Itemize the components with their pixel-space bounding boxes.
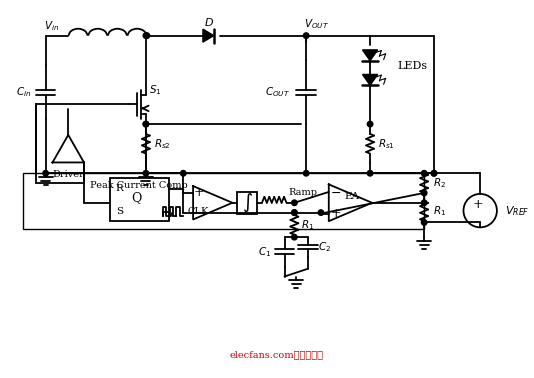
Polygon shape [363,74,378,85]
Text: $R_1$: $R_1$ [301,218,315,232]
Text: $S_1$: $S_1$ [149,83,161,97]
Text: +: + [194,186,205,200]
Circle shape [421,190,427,196]
Circle shape [180,170,186,176]
Circle shape [143,170,148,176]
Text: $R_2$: $R_2$ [433,176,446,190]
Polygon shape [52,135,84,163]
Bar [23,173,424,229]
Circle shape [143,33,148,39]
Circle shape [143,121,148,127]
Text: $C_{in}$: $C_{in}$ [17,85,32,99]
Circle shape [292,234,297,240]
Circle shape [43,170,49,176]
Polygon shape [193,186,232,220]
Text: LEDs: LEDs [398,60,428,71]
Polygon shape [363,50,378,61]
Text: $D$: $D$ [204,16,214,28]
Text: R: R [115,183,123,192]
Text: +: + [473,198,483,211]
Text: $-$: $-$ [330,186,341,198]
Text: $\int$: $\int$ [242,192,253,214]
Circle shape [144,33,150,39]
Text: $R_{s2}$: $R_{s2}$ [154,137,171,151]
Text: Peak Current Comp: Peak Current Comp [90,181,187,190]
Text: Ramp: Ramp [288,188,318,197]
Circle shape [367,170,373,176]
Circle shape [292,210,297,215]
Bar [109,178,169,222]
Text: $-$: $-$ [193,206,205,219]
Text: +: + [331,207,341,220]
Polygon shape [329,184,372,221]
Text: $C_1$: $C_1$ [257,245,271,259]
Bar [237,192,257,214]
Text: Q: Q [131,191,142,204]
Circle shape [431,170,437,176]
Circle shape [367,121,373,127]
Text: $V_{OUT}$: $V_{OUT}$ [304,17,329,31]
Text: S: S [116,207,123,216]
Circle shape [292,200,297,206]
Text: EA: EA [345,192,360,201]
Circle shape [292,210,297,215]
Text: $R_1$: $R_1$ [433,204,446,218]
Circle shape [318,210,324,215]
Text: $R_{s1}$: $R_{s1}$ [378,137,395,151]
Circle shape [421,220,427,225]
Circle shape [143,121,148,127]
Text: $V_{REF}$: $V_{REF}$ [505,204,529,217]
Circle shape [431,170,437,176]
Circle shape [303,33,309,39]
Text: Driver: Driver [52,170,84,179]
Text: $C_2$: $C_2$ [318,240,331,254]
Text: CLK: CLK [187,207,209,215]
Polygon shape [203,29,214,42]
Text: elecfans.com电子发烧友: elecfans.com电子发烧友 [230,351,324,359]
Circle shape [421,200,427,206]
Text: $C_{OUT}$: $C_{OUT}$ [265,85,290,99]
Circle shape [303,170,309,176]
Circle shape [421,170,427,176]
Text: $V_{in}$: $V_{in}$ [44,19,59,33]
Circle shape [464,194,497,227]
